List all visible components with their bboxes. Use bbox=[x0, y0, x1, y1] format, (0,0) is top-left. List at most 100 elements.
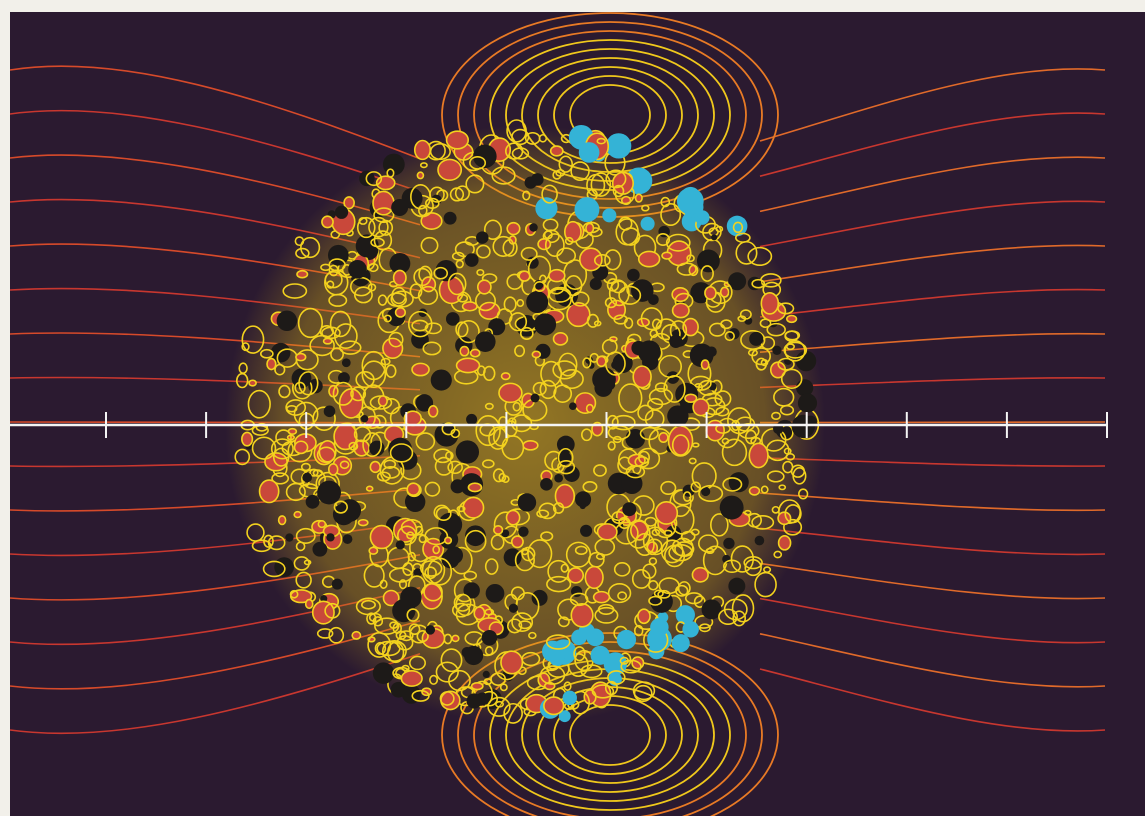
dark-hole bbox=[395, 540, 405, 550]
contour-ring bbox=[751, 515, 775, 530]
dark-hole bbox=[334, 205, 349, 219]
contour-ring bbox=[453, 593, 472, 612]
contour-ring bbox=[724, 330, 735, 342]
contour-ring bbox=[655, 233, 671, 247]
contour-ring bbox=[634, 456, 650, 468]
contour-ring bbox=[272, 447, 290, 467]
contour-ring bbox=[759, 318, 772, 329]
contour-ring bbox=[522, 190, 531, 201]
contour-ring bbox=[408, 655, 426, 671]
contour-ring bbox=[564, 236, 574, 246]
contour-ring bbox=[357, 518, 369, 527]
contour-ring bbox=[433, 266, 449, 280]
dark-hole bbox=[413, 568, 423, 577]
contour-ring bbox=[362, 432, 383, 458]
contour-ring bbox=[593, 254, 611, 267]
contour-ring bbox=[684, 592, 704, 605]
contour-ring bbox=[397, 525, 417, 546]
dark-hole bbox=[554, 473, 563, 483]
field-line-right bbox=[759, 597, 1106, 644]
contour-ring bbox=[416, 630, 429, 643]
contour-ring bbox=[723, 559, 742, 574]
contour-ring bbox=[606, 278, 620, 292]
contour-ring bbox=[499, 683, 508, 692]
contour-ring bbox=[777, 511, 792, 526]
contour-ring bbox=[710, 513, 729, 537]
contour-ring bbox=[435, 661, 459, 683]
contour-ring bbox=[625, 465, 646, 479]
contour-ring bbox=[328, 258, 346, 272]
contour-ring bbox=[483, 678, 493, 686]
contour-ring bbox=[766, 322, 786, 337]
contour-ring bbox=[637, 250, 661, 268]
contour-ring bbox=[454, 241, 475, 258]
field-line-right bbox=[759, 244, 1106, 283]
contour-ring bbox=[324, 602, 341, 619]
contour-ring bbox=[648, 387, 674, 406]
contour-ring bbox=[296, 269, 309, 279]
contour-ring bbox=[700, 359, 710, 371]
contour-ring bbox=[329, 310, 352, 338]
contour-ring bbox=[267, 535, 286, 551]
contour-ring bbox=[510, 535, 524, 549]
contour-ring bbox=[462, 496, 485, 519]
contour-ring bbox=[238, 362, 248, 374]
contour-ring bbox=[500, 650, 524, 675]
contour-ring bbox=[747, 246, 773, 267]
contour-ring bbox=[597, 603, 615, 615]
contour-ring bbox=[611, 414, 636, 431]
contour-ring bbox=[766, 470, 785, 483]
contour-ring bbox=[278, 384, 291, 399]
dark-hole bbox=[464, 645, 484, 666]
contour-ring bbox=[444, 536, 453, 545]
contour-ring bbox=[282, 283, 308, 299]
dark-hole bbox=[482, 670, 490, 678]
dark-hole bbox=[526, 291, 549, 314]
contour-ring bbox=[482, 459, 495, 469]
contour-ring bbox=[557, 616, 570, 628]
contour-ring bbox=[333, 500, 348, 514]
contour-ring bbox=[484, 402, 494, 410]
contour-ring bbox=[760, 291, 780, 315]
contour-ring bbox=[379, 579, 388, 590]
field-line-right bbox=[759, 156, 1106, 213]
contour-ring bbox=[574, 545, 588, 556]
dark-hole bbox=[534, 313, 557, 336]
contour-ring bbox=[316, 446, 336, 464]
contour-ring bbox=[478, 301, 501, 320]
dark-hole bbox=[276, 310, 298, 331]
cyan-patch bbox=[726, 215, 748, 237]
dark-hole bbox=[305, 494, 320, 509]
dark-hole bbox=[320, 595, 328, 603]
contour-ring bbox=[693, 595, 706, 608]
contour-ring bbox=[406, 608, 420, 622]
dark-hole bbox=[530, 393, 540, 403]
cyan-patch bbox=[590, 645, 610, 665]
dark-hole bbox=[501, 529, 510, 538]
contour-ring bbox=[487, 696, 511, 717]
contour-ring bbox=[429, 674, 439, 685]
contour-ring bbox=[459, 345, 470, 357]
contour-ring bbox=[604, 249, 622, 271]
contour-ring bbox=[234, 448, 251, 466]
cyan-patch bbox=[578, 142, 600, 163]
contour-ring bbox=[543, 230, 553, 240]
contour-ring bbox=[377, 294, 388, 306]
contour-ring bbox=[368, 262, 379, 273]
field-line-left bbox=[10, 652, 421, 735]
contour-ring bbox=[719, 286, 730, 298]
dark-hole bbox=[391, 198, 409, 216]
contour-ring bbox=[527, 539, 553, 569]
cyan-patch bbox=[675, 605, 695, 625]
contour-ring bbox=[522, 439, 539, 451]
contour-ring bbox=[312, 406, 336, 432]
contour-ring bbox=[408, 623, 421, 636]
dark-hole bbox=[667, 405, 689, 427]
contour-ring bbox=[374, 617, 400, 635]
contour-ring bbox=[647, 580, 659, 591]
contour-ring bbox=[605, 169, 627, 189]
contour-ring bbox=[361, 599, 376, 610]
contour-ring bbox=[777, 302, 795, 315]
contour-ring bbox=[420, 236, 439, 254]
contour-ring bbox=[473, 606, 486, 621]
